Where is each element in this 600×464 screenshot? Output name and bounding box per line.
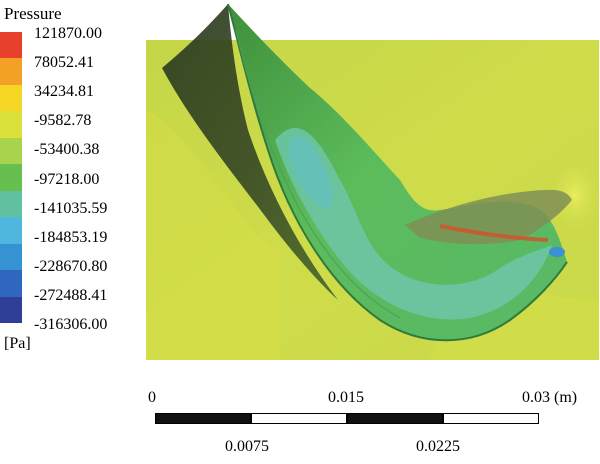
scale-bar (155, 413, 539, 424)
legend-color-6 (0, 190, 22, 218)
legend-color-9 (0, 270, 22, 298)
legend-unit: [Pa] (4, 335, 31, 352)
legend-color-0 (0, 32, 22, 59)
legend-value-label: -9582.78 (34, 112, 92, 130)
scale-label-00225: 0.0225 (416, 438, 460, 455)
legend-color-2 (0, 84, 22, 112)
scale-segment-2 (251, 413, 347, 424)
blade-edge-line (227, 3, 568, 342)
blade-surface (228, 4, 567, 341)
legend-value-label: -184853.19 (34, 228, 108, 246)
scale-label-00075: 0.0075 (225, 438, 269, 455)
scale-segment-4 (443, 413, 539, 424)
legend-color-8 (0, 243, 22, 271)
scale-label-0: 0 (148, 389, 156, 406)
legend-color-10 (0, 296, 22, 324)
legend-value-label: 78052.41 (34, 54, 94, 72)
legend-value-label: -97218.00 (34, 170, 100, 188)
secondary-blade (405, 189, 572, 245)
legend-title: Pressure (4, 4, 62, 23)
legend-color-3 (0, 111, 22, 139)
leading-edge-highlight (547, 155, 600, 235)
legend-color-7 (0, 217, 22, 245)
trailing-edge-low-pressure (549, 247, 565, 257)
legend-value-label: 34234.81 (34, 83, 94, 101)
legend-color-5 (0, 164, 22, 192)
legend-value-label: -141035.59 (34, 199, 108, 217)
scale-segment-1 (155, 413, 251, 424)
scale-segment-3 (347, 413, 443, 424)
high-pressure-zone (146, 110, 280, 360)
high-pressure-streak (439, 224, 549, 242)
low-pressure-core (289, 135, 334, 209)
legend-value-label: -272488.41 (34, 286, 108, 304)
scale-label-0015: 0.015 (328, 389, 364, 406)
legend-value-label: 121870.00 (34, 25, 102, 42)
legend-value-label: -228670.80 (34, 257, 108, 275)
legend-value-label: -53400.38 (34, 141, 100, 159)
legend-value-label: -316306.00 (34, 316, 108, 333)
legend-color-1 (0, 58, 22, 86)
legend-color-4 (0, 137, 22, 165)
pressure-contour-plot (146, 3, 600, 360)
blade-inner-line (235, 29, 401, 319)
blade-shadow (162, 4, 338, 300)
legend-colorbar (0, 32, 22, 324)
scale-label-003: 0.03 (m) (522, 389, 578, 406)
